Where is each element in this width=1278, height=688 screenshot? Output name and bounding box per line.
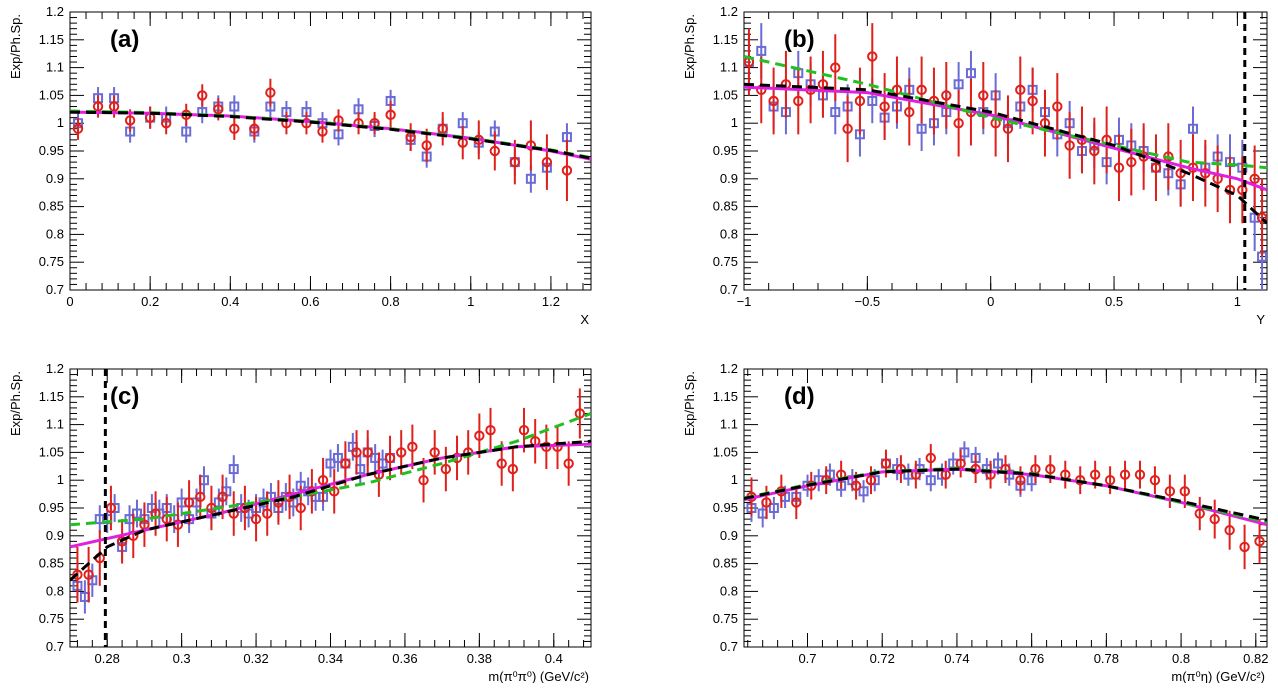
x-tick-label: 0.8: [1172, 651, 1190, 666]
y-tick-label: 0.8: [46, 226, 64, 241]
x-tick-label: 0.7: [798, 651, 816, 666]
y-tick-label: 1.2: [46, 4, 64, 19]
y-tick-label: 1.1: [720, 417, 738, 432]
x-axis-title: Y: [1256, 312, 1265, 327]
y-axis-title: Exp/Ph.Sp.: [682, 14, 697, 79]
y-tick-label: 1.15: [39, 389, 64, 404]
y-tick-label: 0.9: [720, 171, 738, 186]
panel-label: (d): [784, 383, 815, 410]
y-tick-label: 0.7: [720, 639, 738, 654]
x-tick-label: 1: [1234, 294, 1241, 309]
chart-panel-c: 0.7 0.75 0.8 0.85 0.9 0.95 1 1.05 1.1 1.15 1.2 0.28…: [8, 361, 591, 683]
y-tick-label: 0.85: [713, 556, 738, 571]
x-tick-label: 0.3: [173, 651, 191, 666]
y-tick-label: 1.1: [46, 60, 64, 75]
x-tick-label: 0.82: [1243, 651, 1268, 666]
y-axis-title: Exp/Ph.Sp.: [8, 14, 23, 79]
x-tick-label: 0.78: [1094, 651, 1119, 666]
chart-panel-a: 0.7 0.75 0.8 0.85 0.9 0.95 1 1.05 1.1 1.15 1.2 0 0.2…: [8, 4, 591, 327]
x-tick-label: 0.4: [221, 294, 239, 309]
y-tick-label: 1.15: [39, 32, 64, 47]
y-tick-label: 1.15: [713, 32, 738, 47]
y-tick-label: 0.95: [39, 500, 64, 515]
y-tick-label: 0.95: [713, 500, 738, 515]
y-tick-label: 0.75: [39, 611, 64, 626]
y-tick-label: 1: [731, 472, 738, 487]
y-tick-label: 0.85: [39, 556, 64, 571]
x-tick-label: −0.5: [855, 294, 881, 309]
y-tick-label: 0.75: [713, 254, 738, 269]
y-tick-label: 0.95: [39, 143, 64, 158]
x-tick-label: 0.34: [318, 651, 343, 666]
x-tick-label: 0.74: [944, 651, 969, 666]
x-tick-label: 0.72: [870, 651, 895, 666]
x-tick-label: 0.32: [243, 651, 268, 666]
x-tick-label: 0.76: [1019, 651, 1044, 666]
y-tick-label: 1.1: [46, 417, 64, 432]
x-tick-label: 0.5: [1105, 294, 1123, 309]
x-tick-label: 0.36: [392, 651, 417, 666]
x-tick-label: 0.38: [467, 651, 492, 666]
panel-label: (b): [784, 26, 815, 53]
y-tick-label: 0.7: [46, 282, 64, 297]
y-tick-label: 1: [731, 115, 738, 130]
y-tick-label: 1.2: [720, 361, 738, 376]
y-tick-label: 0.8: [720, 583, 738, 598]
panel-label: (a): [110, 26, 139, 53]
y-tick-label: 1.05: [39, 87, 64, 102]
y-tick-label: 0.8: [720, 226, 738, 241]
y-axis-title: Exp/Ph.Sp.: [682, 371, 697, 436]
x-tick-label: 1: [467, 294, 474, 309]
chart-panel-d: 0.7 0.75 0.8 0.85 0.9 0.95 1 1.05 1.1 1.15 1.2 0.7 0…: [682, 361, 1268, 683]
x-axis-title: m(π⁰η) (GeV/c²): [1171, 669, 1265, 683]
y-tick-label: 1.2: [720, 4, 738, 19]
y-tick-label: 0.9: [46, 171, 64, 186]
y-tick-label: 1.2: [46, 361, 64, 376]
x-axis-title: m(π⁰π⁰) (GeV/c²): [488, 669, 589, 683]
x-tick-label: 0.2: [141, 294, 159, 309]
y-tick-label: 1.05: [713, 444, 738, 459]
y-axis-title: Exp/Ph.Sp.: [8, 371, 23, 436]
x-tick-label: 0.4: [545, 651, 563, 666]
y-tick-label: 0.85: [39, 199, 64, 214]
chart-panel-b: 0.7 0.75 0.8 0.85 0.9 0.95 1 1.05 1.1 1.15 1.2 −1 −0…: [682, 4, 1267, 327]
y-tick-label: 0.9: [720, 528, 738, 543]
plot-frame: [744, 369, 1267, 647]
y-tick-label: 0.95: [713, 143, 738, 158]
x-axis-title: X: [580, 312, 589, 327]
y-tick-label: 1.15: [713, 389, 738, 404]
y-tick-label: 0.7: [46, 639, 64, 654]
y-tick-label: 1.05: [713, 87, 738, 102]
x-tick-label: 0.8: [382, 294, 400, 309]
plot-frame: [70, 12, 591, 290]
y-tick-label: 1.05: [39, 444, 64, 459]
x-tick-label: 0.6: [301, 294, 319, 309]
x-tick-label: −1: [737, 294, 752, 309]
y-tick-label: 1: [57, 115, 64, 130]
y-tick-label: 0.85: [713, 199, 738, 214]
y-tick-label: 1: [57, 472, 64, 487]
x-tick-label: 0.28: [95, 651, 120, 666]
y-tick-label: 0.9: [46, 528, 64, 543]
x-tick-label: 1.2: [542, 294, 560, 309]
x-tick-label: 0: [66, 294, 73, 309]
y-tick-label: 0.7: [720, 282, 738, 297]
panel-label: (c): [110, 383, 139, 410]
y-tick-label: 0.75: [39, 254, 64, 269]
y-tick-label: 1.1: [720, 60, 738, 75]
y-tick-label: 0.75: [713, 611, 738, 626]
y-tick-label: 0.8: [46, 583, 64, 598]
x-tick-label: 0: [987, 294, 994, 309]
